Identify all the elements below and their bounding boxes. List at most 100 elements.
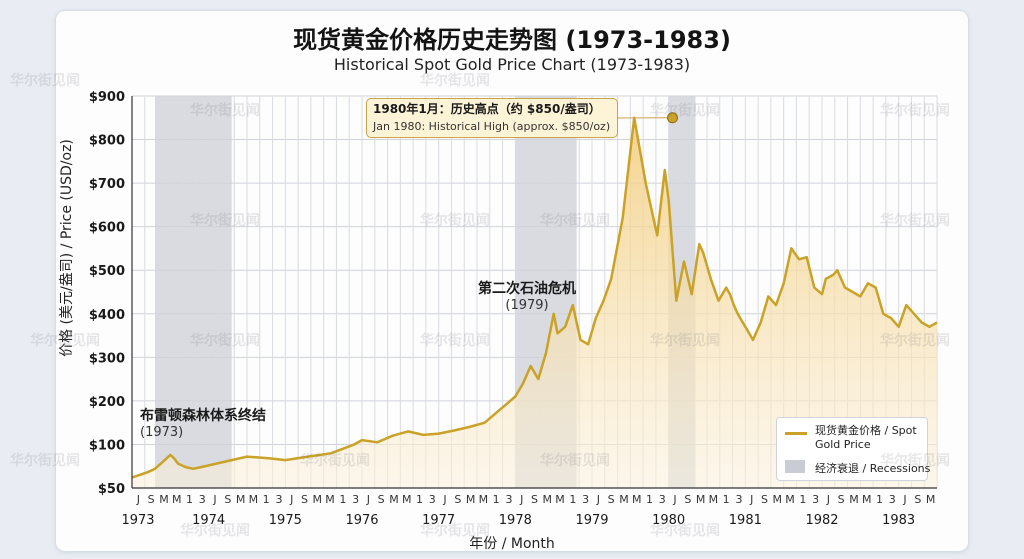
x-month-label-6: J [212,493,216,506]
x-month-label-20: M [389,493,399,506]
x-month-label-18: J [366,493,370,506]
watermark-17: 华尔街见闻 [880,453,950,469]
x-month-label-10: 1 [263,493,270,506]
x-month-label-42: J [672,493,676,506]
x-month-label-13: S [301,493,308,506]
watermark-0: 华尔街见闻 [10,73,80,89]
x-month-label-33: M [555,493,565,506]
x-month-label-28: 1 [493,493,500,506]
x-year-label-0: 1973 [121,513,154,528]
watermark-13: 华尔街见闻 [880,333,950,349]
watermark-2: 华尔街见闻 [420,73,490,89]
x-month-label-49: S [761,493,768,506]
x-month-label-30: J [519,493,523,506]
x-month-label-50: M [773,493,783,506]
x-month-label-21: M [402,493,412,506]
x-month-label-5: 3 [199,493,206,506]
watermark-12: 华尔街见闻 [650,333,720,349]
annotation-bretton-woods-cn: 布雷顿森林体系终结 [140,408,266,424]
y-tick-label-3: $300 [89,351,125,366]
annotation-oil-crisis-en: (1979) [505,298,549,313]
x-month-label-43: S [684,493,691,506]
legend-label-recession: 经济衰退 / Recessions [815,462,931,475]
x-month-label-3: M [172,493,182,506]
x-month-label-35: 3 [582,493,589,506]
x-month-label-4: 1 [186,493,193,506]
price-line [131,116,938,479]
peak-label-en: Jan 1980: Historical High (approx. $850/… [373,120,611,133]
y-tick-label-4: $400 [89,308,125,323]
x-month-label-15: M [325,493,335,506]
x-month-label-23: 3 [429,493,436,506]
x-month-label-31: S [531,493,538,506]
x-year-label-5: 1978 [499,513,532,528]
recession-band-0 [155,96,232,488]
x-month-label-19: S [378,493,385,506]
y-tick-label-9: $900 [89,90,125,105]
x-year-label-2: 1975 [269,513,302,528]
x-month-label-36: J [596,493,600,506]
chart-subtitle: Historical Spot Gold Price Chart (1973-1… [333,55,691,74]
y-tick-label-7: $700 [89,177,125,192]
x-month-label-48: J [749,493,753,506]
x-year-label-10: 1983 [882,513,915,528]
x-month-label-56: M [849,493,859,506]
x-month-label-25: S [454,493,461,506]
legend-label-gold: 现货黄金价格 / Spot Gold Price [815,424,917,451]
x-month-label-62: M [926,493,936,506]
watermark-20: 华尔街见闻 [650,523,720,539]
x-month-label-11: 3 [275,493,282,506]
x-year-label-7: 1980 [652,513,685,528]
x-month-label-22: 1 [416,493,423,506]
y-tick-label-6: $600 [89,221,125,236]
y-tick-label-0: $50 [98,482,125,497]
x-year-label-3: 1976 [345,513,378,528]
x-month-label-8: M [236,493,246,506]
peak-label-cn: 1980年1月：历史高点（约 $850/盎司） [373,102,601,116]
x-month-label-14: M [313,493,323,506]
annotation-bretton-woods: 布雷顿森林体系终结 (1973) [140,405,266,440]
x-month-label-47: 3 [735,493,742,506]
x-month-label-41: 3 [659,493,666,506]
x-month-label-26: M [466,493,476,506]
x-month-label-53: 3 [812,493,819,506]
watermark-9: 华尔街见闻 [30,333,100,349]
x-month-label-37: S [608,493,615,506]
watermark-6: 华尔街见闻 [420,213,490,229]
chart-title: 现货黄金价格历史走势图 (1973-1983) [293,26,731,54]
x-month-label-32: M [543,493,553,506]
x-month-label-58: 1 [876,493,883,506]
x-month-label-9: M [249,493,259,506]
watermark-8: 华尔街见闻 [880,213,950,229]
x-axis-label: 年份 / Month [469,536,555,552]
watermark-1: 华尔街见闻 [190,103,260,119]
x-year-label-8: 1981 [729,513,762,528]
x-year-label-1: 1974 [192,513,225,528]
y-tick-label-2: $200 [89,395,125,410]
x-month-label-27: M [479,493,489,506]
x-month-label-1: S [148,493,155,506]
x-month-label-2: M [159,493,169,506]
x-month-label-57: M [862,493,872,506]
annotation-oil-crisis-cn: 第二次石油危机 [478,281,576,297]
x-month-label-34: 1 [569,493,576,506]
watermark-4: 华尔街见闻 [880,103,950,119]
price-area [132,117,937,489]
peak-marker [667,112,678,124]
x-month-label-38: M [619,493,629,506]
watermark-15: 华尔街见闻 [300,453,370,469]
x-year-label-6: 1979 [575,513,608,528]
x-month-label-55: S [838,493,845,506]
watermark-10: 华尔街见闻 [190,333,260,349]
watermark-3: 华尔街见闻 [650,103,720,119]
x-year-label-4: 1977 [422,513,455,528]
legend-recession-swatch [785,460,805,473]
x-year-label-9: 1982 [805,513,838,528]
x-month-label-12: J [289,493,293,506]
x-month-label-44: M [696,493,706,506]
x-month-label-51: M [785,493,795,506]
x-month-label-7: S [224,493,231,506]
x-month-label-16: 1 [339,493,346,506]
peak-callout: 1980年1月：历史高点（约 $850/盎司） Jan 1980: Histor… [366,98,618,138]
annotation-bretton-woods-en: (1973) [140,425,184,440]
